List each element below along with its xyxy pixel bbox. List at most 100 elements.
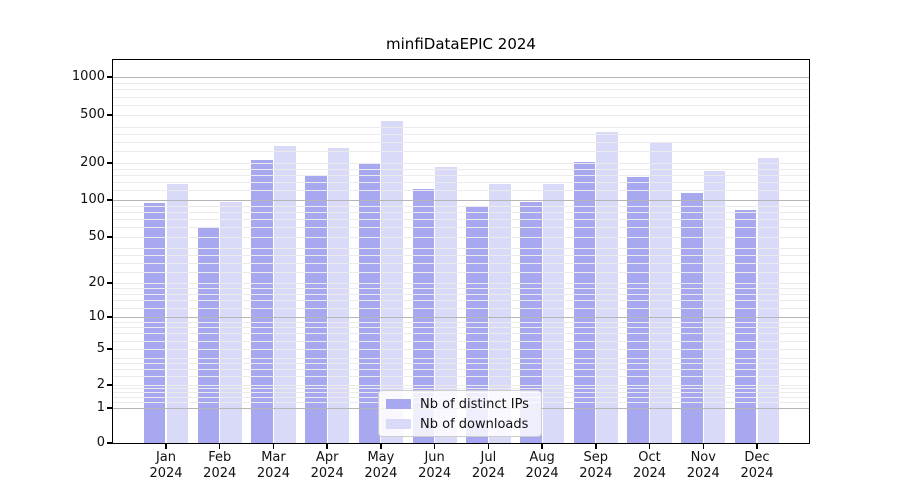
y-tick-label-5: 5 <box>96 341 105 356</box>
minor-gridline <box>113 333 809 335</box>
legend-label-downloads: Nb of downloads <box>420 416 529 432</box>
minor-gridline <box>113 300 809 302</box>
x-tick-label-feb: Feb 2024 <box>203 450 237 481</box>
y-tick-label-500: 500 <box>80 107 105 122</box>
y-tick-mark <box>107 76 112 78</box>
minor-gridline <box>113 385 809 386</box>
x-tick-mark <box>272 444 275 449</box>
x-tick-mark <box>702 444 705 449</box>
x-tick-mark <box>218 444 221 449</box>
y-tick-label-0: 0 <box>96 435 105 450</box>
minor-gridline <box>113 283 809 284</box>
x-tick-label-dec: Dec 2024 <box>740 450 774 481</box>
y-tick-label-10: 10 <box>88 309 105 324</box>
chart-title: minfiDataEPIC 2024 <box>386 35 536 53</box>
x-tick-mark <box>433 444 436 449</box>
x-tick-mark <box>595 444 597 449</box>
legend-swatch-ips <box>386 399 411 409</box>
minor-gridline <box>113 205 809 207</box>
minor-gridline <box>113 288 809 290</box>
minor-gridline <box>113 219 809 221</box>
minor-gridline <box>113 82 809 84</box>
minor-gridline <box>113 126 809 128</box>
legend-item-downloads: Nb of downloads <box>386 414 528 434</box>
y-tick-label-100: 100 <box>80 192 105 207</box>
bar-downloads-apr <box>327 147 350 443</box>
bar-distinct-ips-dec <box>734 209 757 443</box>
minor-gridline <box>113 89 809 91</box>
minor-gridline <box>113 254 809 256</box>
minor-gridline <box>113 349 809 350</box>
bar-downloads-oct <box>650 141 672 443</box>
minor-gridline <box>113 190 809 192</box>
minor-gridline <box>113 163 809 164</box>
y-tick-mark <box>107 316 112 318</box>
major-gridline <box>113 317 809 319</box>
minor-gridline <box>113 357 809 359</box>
minor-gridline <box>113 96 809 98</box>
x-tick-mark <box>165 444 167 449</box>
y-tick-mark <box>107 407 112 409</box>
y-tick-mark <box>107 236 112 238</box>
minor-gridline <box>113 248 809 250</box>
x-tick-mark <box>487 444 490 449</box>
x-tick-mark <box>756 444 758 449</box>
legend-item-distinct-ips: Nb of distinct IPs <box>386 394 529 414</box>
minor-gridline <box>113 211 809 213</box>
x-tick-label-aug: Aug 2024 <box>525 450 559 481</box>
minor-gridline <box>113 262 809 264</box>
minor-gridline <box>113 133 809 135</box>
x-tick-label-oct: Oct 2024 <box>632 450 667 481</box>
minor-gridline <box>113 388 809 390</box>
legend-label-ips: Nb of distinct IPs <box>420 396 529 412</box>
major-gridline <box>113 200 809 202</box>
minor-gridline <box>113 168 809 170</box>
x-tick-mark <box>541 444 543 449</box>
minor-gridline <box>113 340 809 342</box>
x-tick-label-mar: Mar 2024 <box>256 450 290 481</box>
x-tick-label-sep: Sep 2024 <box>579 450 613 481</box>
bar-downloads-jun <box>435 166 457 443</box>
x-tick-mark <box>326 444 328 449</box>
x-tick-label-jun: Jun 2024 <box>418 450 452 481</box>
y-tick-label-50: 50 <box>88 229 105 244</box>
bar-distinct-ips-may <box>358 164 381 443</box>
x-tick-label-jan: Jan 2024 <box>149 450 183 481</box>
bar-downloads-may <box>381 120 404 443</box>
legend-swatch-downloads <box>386 419 411 429</box>
y-tick-mark <box>107 114 112 116</box>
minor-gridline <box>113 182 809 184</box>
minor-gridline <box>113 151 809 153</box>
minor-gridline <box>113 293 809 295</box>
minor-gridline <box>113 369 809 371</box>
bar-distinct-ips-jan <box>143 202 166 443</box>
minor-gridline <box>113 321 809 323</box>
bar-distinct-ips-apr <box>305 175 327 443</box>
bar-downloads-aug <box>542 184 565 443</box>
x-tick-label-apr: Apr 2024 <box>310 450 344 481</box>
minor-gridline <box>113 271 809 273</box>
minor-gridline <box>113 174 809 176</box>
bar-downloads-jan <box>166 184 189 443</box>
bar-downloads-sep <box>596 131 618 443</box>
bar-distinct-ips-jul <box>466 206 488 443</box>
minor-gridline <box>113 376 809 378</box>
minor-gridline <box>113 141 809 143</box>
x-tick-label-jul: Jul 2024 <box>471 450 505 481</box>
legend-box: Nb of distinct IPs Nb of downloads <box>378 390 542 437</box>
y-tick-label-1: 1 <box>96 400 105 415</box>
x-tick-label-nov: Nov 2024 <box>686 450 720 481</box>
y-tick-label-2: 2 <box>96 377 105 392</box>
bar-downloads-nov <box>703 171 726 443</box>
minor-gridline <box>113 105 809 106</box>
minor-gridline <box>113 308 809 310</box>
bar-downloads-dec <box>757 157 780 443</box>
bar-distinct-ips-jun <box>412 189 435 443</box>
major-gridline <box>113 77 809 79</box>
y-tick-mark <box>107 282 112 284</box>
y-tick-mark <box>107 442 112 444</box>
x-tick-mark <box>380 444 382 449</box>
bar-distinct-ips-sep <box>573 161 596 443</box>
minor-gridline <box>113 327 809 329</box>
